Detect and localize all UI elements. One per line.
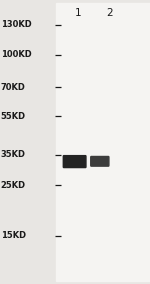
Text: 15KD: 15KD bbox=[1, 231, 26, 240]
Text: 130KD: 130KD bbox=[1, 20, 31, 30]
Text: 100KD: 100KD bbox=[1, 50, 31, 59]
Text: 1: 1 bbox=[75, 8, 81, 18]
Text: 55KD: 55KD bbox=[1, 112, 26, 121]
Text: 35KD: 35KD bbox=[1, 150, 26, 159]
Text: 25KD: 25KD bbox=[1, 181, 26, 190]
Text: 70KD: 70KD bbox=[1, 83, 26, 92]
FancyBboxPatch shape bbox=[91, 156, 109, 166]
FancyBboxPatch shape bbox=[63, 156, 86, 168]
Bar bbox=[56, 3, 150, 281]
Text: 2: 2 bbox=[106, 8, 113, 18]
